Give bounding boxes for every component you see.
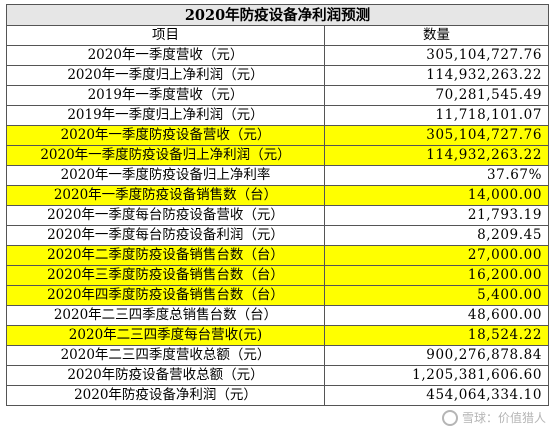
table-title-row: 2020年防疫设备净利润预测 (5, 4, 550, 26)
table-row: 2020年一季度防疫设备营收（元） 305,104,727.76 (6, 125, 550, 146)
row-value: 11,718,101.07 (323, 105, 550, 126)
table-header-row: 项目 数量 (6, 25, 550, 46)
row-value: 37.67% (323, 165, 550, 186)
row-label: 2020年二三四季度每台营收(元) (6, 325, 325, 346)
row-value: 305,104,727.76 (323, 125, 550, 146)
row-value: 5,400.00 (323, 285, 550, 306)
table-row: 2020年防疫设备营收总额（元） 1,205,381,606.60 (6, 365, 550, 386)
row-label: 2020年一季度防疫设备归上净利率 (6, 165, 325, 186)
table-row: 2020年二三四季度总销售台数（台） 48,600.00 (6, 305, 550, 326)
snowball-logo-icon (441, 409, 458, 426)
row-label: 2020年一季度防疫设备归上净利润（元） (6, 145, 325, 166)
table-row: 2020年一季度防疫设备归上净利率 37.67% (6, 165, 550, 186)
table-row: 2020年一季度每台防疫设备利润（元） 8,209.45 (6, 225, 550, 246)
table-row: 2020年二三四季度每台营收(元) 18,524.22 (6, 325, 550, 346)
row-value: 16,200.00 (323, 265, 550, 286)
watermark-text: 雪球：价值猎人 (461, 411, 546, 425)
table-row: 2020年防疫设备净利润（元） 454,064,334.10 (6, 385, 550, 406)
table-row: 2020年二季度防疫设备销售台数（台） 27,000.00 (6, 245, 550, 266)
row-value: 27,000.00 (323, 245, 550, 266)
row-label: 2020年一季度防疫设备销售数（台） (6, 185, 325, 206)
table-row: 2020年一季度营收（元） 305,104,727.76 (6, 45, 550, 66)
row-label: 2019年一季度归上净利润（元） (6, 105, 325, 126)
table-row: 2020年一季度防疫设备销售数（台） 14,000.00 (6, 185, 550, 206)
row-value: 305,104,727.76 (323, 45, 550, 66)
row-value: 48,600.00 (323, 305, 550, 326)
row-label: 2020年二季度防疫设备销售台数（台） (6, 245, 325, 266)
row-label: 2020年一季度营收（元） (6, 45, 325, 66)
row-value: 1,205,381,606.60 (323, 365, 550, 386)
table-row: 2020年一季度每台防疫设备营收（元） 21,793.19 (6, 205, 550, 226)
header-item: 项目 (6, 25, 325, 46)
watermark: 雪球：价值猎人 (441, 409, 546, 426)
row-value: 18,524.22 (323, 325, 550, 346)
row-label: 2020年三季度防疫设备销售台数（台） (6, 265, 325, 286)
row-label: 2020年防疫设备营收总额（元） (6, 365, 325, 386)
table-row: 2020年一季度防疫设备归上净利润（元） 114,932,263.22 (6, 145, 550, 166)
table-row: 2020年四季度防疫设备销售台数（台） 5,400.00 (6, 285, 550, 306)
row-label: 2019年一季度营收（元） (6, 85, 325, 106)
row-value: 114,932,263.22 (323, 145, 550, 166)
row-value: 454,064,334.10 (323, 385, 550, 406)
row-value: 14,000.00 (323, 185, 550, 206)
row-label: 2020年一季度每台防疫设备利润（元） (6, 225, 325, 246)
row-label: 2020年四季度防疫设备销售台数（台） (6, 285, 325, 306)
row-label: 2020年二三四季度总销售台数（台） (6, 305, 325, 326)
row-label: 2020年二三四季度营收总额（元） (6, 345, 325, 366)
table-row: 2020年二三四季度营收总额（元） 900,276,878.84 (6, 345, 550, 366)
table-title: 2020年防疫设备净利润预测 (5, 4, 550, 26)
table-row: 2019年一季度归上净利润（元） 11,718,101.07 (6, 105, 550, 126)
row-value: 114,932,263.22 (323, 65, 550, 86)
row-value: 70,281,545.49 (323, 85, 550, 106)
row-label: 2020年防疫设备净利润（元） (6, 385, 325, 406)
row-value: 21,793.19 (323, 205, 550, 226)
row-value: 900,276,878.84 (323, 345, 550, 366)
row-value: 8,209.45 (323, 225, 550, 246)
row-label: 2020年一季度每台防疫设备营收（元） (6, 205, 325, 226)
table-row: 2019年一季度营收（元） 70,281,545.49 (6, 85, 550, 106)
row-label: 2020年一季度归上净利润（元） (6, 65, 325, 86)
row-label: 2020年一季度防疫设备营收（元） (6, 125, 325, 146)
header-value: 数量 (323, 25, 550, 46)
table-row: 2020年三季度防疫设备销售台数（台） 16,200.00 (6, 265, 550, 286)
table-row: 2020年一季度归上净利润（元） 114,932,263.22 (6, 65, 550, 86)
forecast-table: 2020年防疫设备净利润预测 项目 数量 2020年一季度营收（元） 305,10… (5, 4, 550, 406)
